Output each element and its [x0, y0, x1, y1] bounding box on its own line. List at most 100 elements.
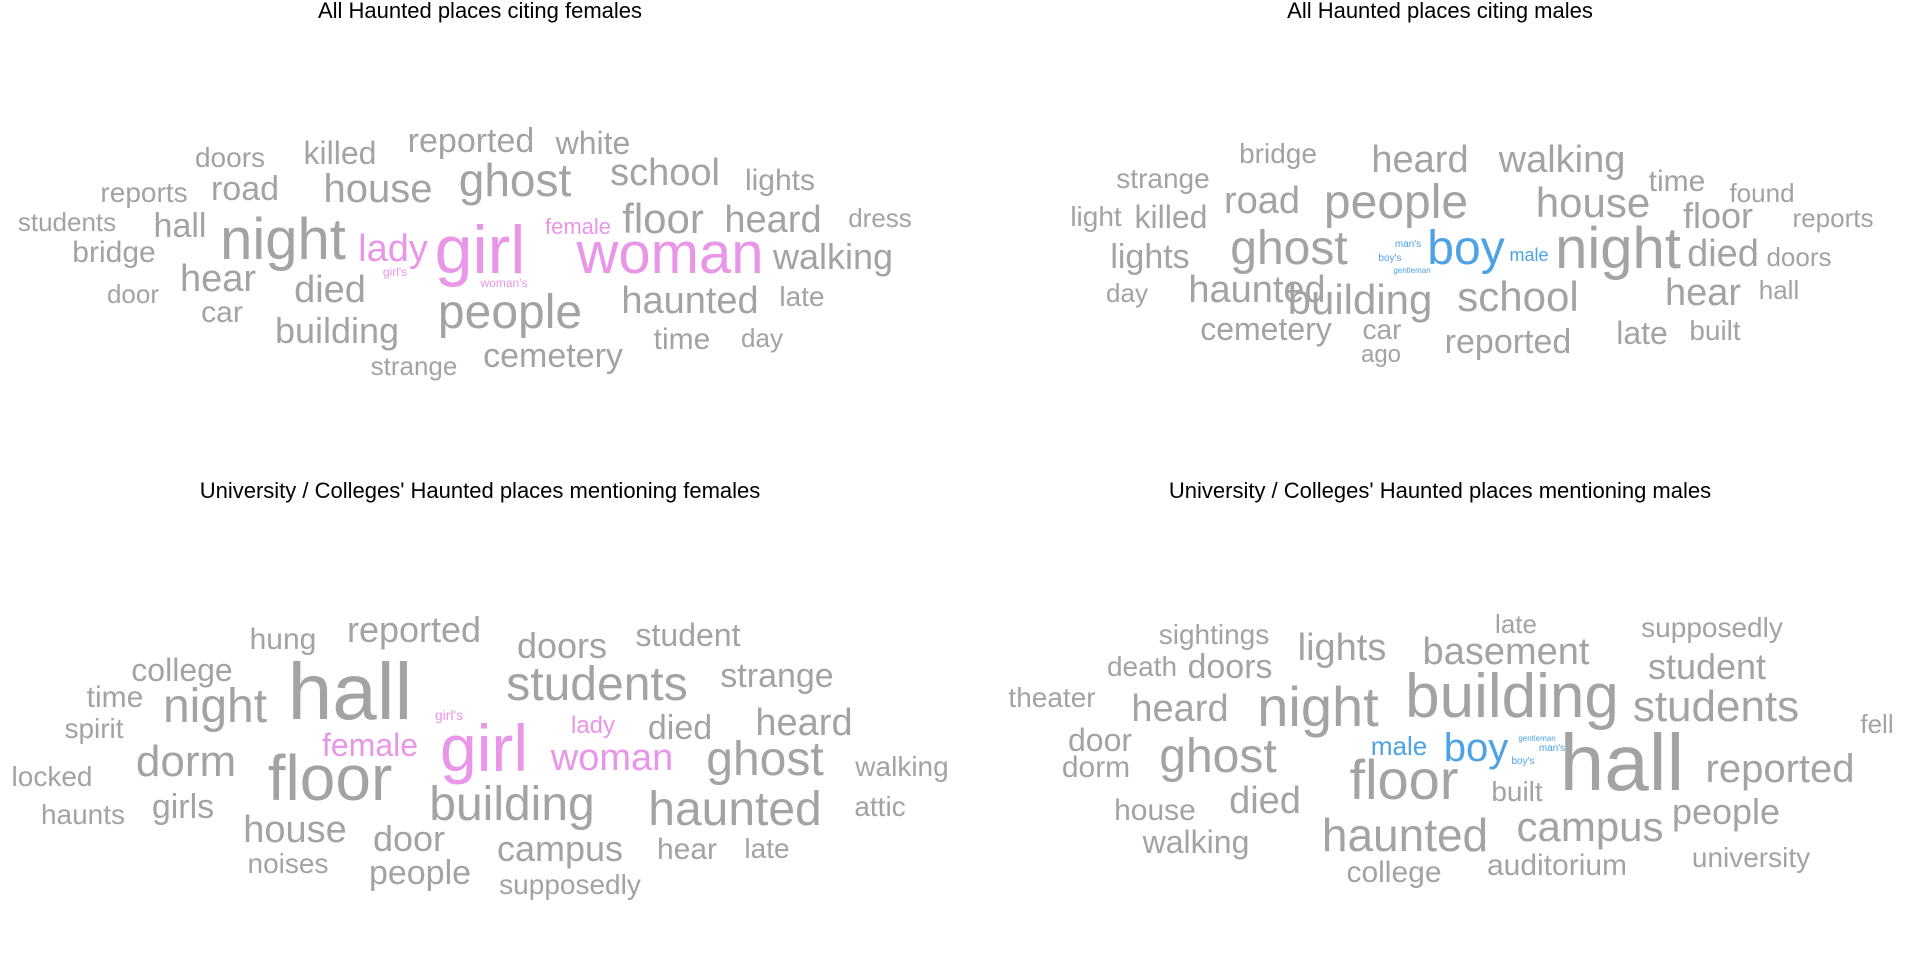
- word-door: door: [372, 818, 446, 859]
- word-cemetery: cemetery: [1200, 311, 1332, 347]
- word-fell: fell: [1860, 709, 1894, 739]
- word-night: night: [1555, 216, 1681, 281]
- word-light: light: [1070, 201, 1122, 232]
- word-cloud: hall girl floor students building haunted ghos…: [0, 480, 960, 960]
- word-building: building: [1287, 276, 1433, 323]
- word-girl-s: girl's: [434, 707, 464, 723]
- word-car: car: [201, 296, 243, 329]
- word-lady: lady: [570, 712, 616, 739]
- word-reported: reported: [407, 122, 535, 160]
- word-boy-s: boy's: [1511, 756, 1535, 767]
- word-dress: dress: [848, 203, 912, 233]
- word-hear: hear: [1664, 272, 1742, 314]
- word-lady: lady: [358, 228, 428, 270]
- word-hung: hung: [249, 623, 317, 656]
- word-hall: hall: [1758, 275, 1800, 305]
- word-lights: lights: [1110, 238, 1190, 276]
- word-floor: floor: [267, 742, 393, 814]
- chart-title: All Haunted places citing males: [1287, 0, 1593, 23]
- word-reports: reports: [1792, 203, 1874, 233]
- word-reports: reports: [100, 177, 188, 208]
- word-sightings: sightings: [1158, 619, 1270, 650]
- word-heard: heard: [724, 199, 822, 241]
- word-supposedly: supposedly: [1641, 612, 1783, 643]
- word-found: found: [1729, 178, 1795, 208]
- word-student: student: [1647, 646, 1767, 687]
- word-bridge: bridge: [72, 236, 156, 269]
- word-strange: strange: [720, 657, 834, 695]
- word-killed: killed: [303, 135, 377, 171]
- word-girl: girl: [434, 212, 526, 288]
- panel-females-university: University / Colleges' Haunted places me…: [0, 480, 960, 960]
- word-woman-s: woman's: [480, 276, 528, 290]
- word-ghost: ghost: [706, 733, 824, 786]
- word-students: students: [17, 207, 117, 237]
- word-walking: walking: [772, 236, 894, 277]
- word-hall: hall: [287, 647, 413, 736]
- word-day: day: [1106, 278, 1148, 308]
- chart-title: University / Colleges' Haunted places me…: [1168, 480, 1712, 503]
- panel-males-university: University / Colleges' Haunted places me…: [960, 480, 1920, 960]
- word-ghost: ghost: [1159, 730, 1277, 783]
- word-late: late: [744, 833, 790, 864]
- word-university: university: [1691, 842, 1811, 873]
- word-locked: locked: [11, 761, 93, 792]
- word-late: late: [779, 281, 825, 312]
- word-ghost: ghost: [458, 154, 572, 206]
- word-house: house: [323, 167, 433, 211]
- word-built: built: [1491, 776, 1543, 807]
- word-campus: campus: [1516, 803, 1664, 850]
- word-death: death: [1106, 651, 1178, 682]
- word-time: time: [653, 323, 711, 356]
- word-white: white: [555, 125, 631, 161]
- word-ghost: ghost: [1230, 222, 1348, 275]
- word-heard: heard: [755, 702, 853, 744]
- word-hear: hear: [656, 833, 718, 866]
- word-basement: basement: [1422, 631, 1590, 673]
- word-lights: lights: [1297, 627, 1387, 669]
- word-house: house: [243, 809, 347, 851]
- word-people: people: [368, 854, 472, 892]
- word-bridge: bridge: [1239, 138, 1317, 169]
- word-died: died: [1229, 780, 1301, 822]
- word-boy: boy: [1427, 222, 1505, 275]
- word-dorm: dorm: [135, 737, 237, 786]
- word-floor: floor: [1682, 195, 1754, 236]
- word-reported: reported: [1705, 747, 1855, 791]
- word-male: male: [1370, 731, 1428, 761]
- word-people: people: [1323, 176, 1469, 229]
- word-man-s: man's: [1538, 743, 1566, 754]
- word-female: female: [321, 727, 419, 763]
- word-strange: strange: [370, 351, 458, 381]
- word-students: students: [1632, 682, 1800, 731]
- word-man-s: man's: [1394, 239, 1422, 250]
- word-school: school: [610, 152, 720, 194]
- word-haunts: haunts: [40, 799, 126, 830]
- word-late: late: [1616, 315, 1668, 351]
- word-gentleman: gentleman: [1393, 266, 1431, 275]
- word-cloud: woman girl night people ghost house floor schoo…: [0, 0, 960, 480]
- word-died: died: [294, 269, 366, 311]
- chart-title: University / Colleges' Haunted places me…: [199, 480, 761, 503]
- word-dorm: dorm: [1061, 751, 1131, 784]
- word-lights: lights: [744, 164, 816, 197]
- word-time: time: [1648, 165, 1706, 198]
- word-supposedly: supposedly: [499, 869, 641, 900]
- word-female: female: [544, 214, 612, 239]
- word-day: day: [741, 323, 783, 353]
- word-late: late: [1495, 609, 1537, 639]
- word-night: night: [162, 680, 268, 733]
- word-house: house: [1535, 179, 1651, 226]
- word-building: building: [429, 778, 595, 831]
- word-time: time: [86, 681, 144, 714]
- word-girl: girl: [439, 711, 529, 785]
- word-campus: campus: [496, 828, 624, 869]
- word-girls: girls: [151, 788, 215, 826]
- word-theater: theater: [1008, 682, 1096, 713]
- word-strange: strange: [1116, 163, 1210, 194]
- word-noises: noises: [247, 848, 329, 879]
- word-attic: attic: [854, 791, 906, 822]
- panel-males-all: All Haunted places citing males night peo…: [960, 0, 1920, 480]
- word-door: door: [106, 279, 160, 309]
- word-floor: floor: [1349, 748, 1459, 811]
